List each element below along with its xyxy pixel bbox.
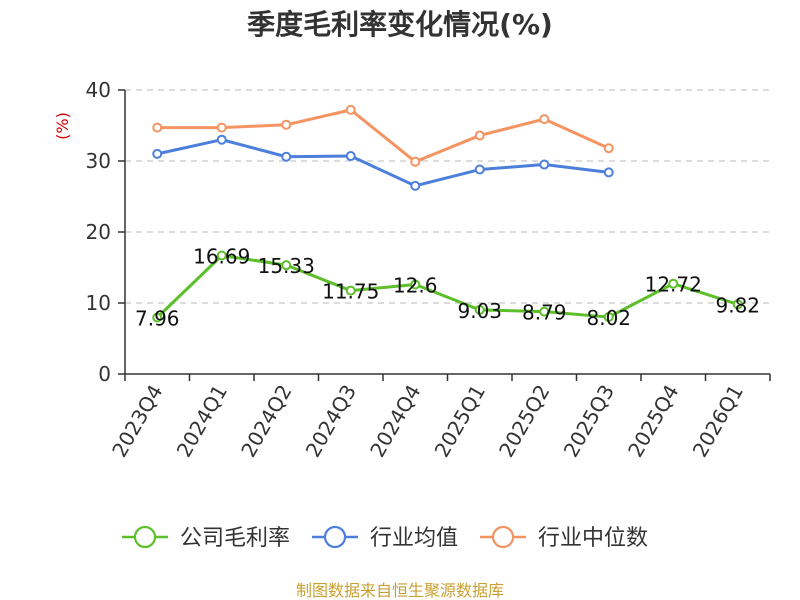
legend-swatch-marker [133, 525, 157, 549]
data-point [732, 299, 743, 310]
data-point [345, 151, 356, 162]
data-label: 15.33 [258, 254, 315, 278]
data-point [603, 167, 614, 178]
series-line [157, 108, 610, 164]
data-point [603, 143, 614, 154]
data-point [345, 104, 356, 115]
data-point [152, 312, 163, 323]
data-label-layer: 7.96 16.69 15.33 11.75 12.6 9.03 8.79 8.02 12.72… [135, 245, 760, 331]
data-point [281, 119, 292, 130]
data-point [539, 114, 550, 125]
y-tick-label: 30 [86, 149, 111, 173]
data-point [410, 279, 421, 290]
x-tick-label: 2024Q4 [365, 381, 425, 462]
y-axis-label: (%) [53, 112, 72, 140]
legend-item: 公司毛利率 [122, 525, 290, 551]
data-point [474, 164, 485, 175]
data-label: 9.82 [715, 293, 760, 317]
series-line [156, 138, 609, 188]
series-layer [152, 104, 743, 323]
data-label: 16.69 [193, 245, 250, 269]
data-label: 9.03 [457, 299, 502, 323]
data-point [216, 134, 227, 145]
x-tick-label: 2025Q3 [559, 381, 619, 462]
legend-item: 行业均值 [312, 525, 458, 551]
data-point [474, 130, 485, 141]
x-tick-label: 2026Q1 [688, 381, 748, 462]
grid-layer [125, 89, 770, 304]
legend-swatch-marker [323, 525, 347, 549]
x-tick-label: 2024Q1 [172, 381, 232, 462]
data-point [281, 260, 292, 271]
legend-label: 行业均值 [370, 526, 458, 551]
data-point [603, 312, 614, 323]
data-label: 8.79 [522, 301, 567, 325]
data-point [216, 250, 227, 261]
legend: 公司毛利率 行业均值 行业中位数 [122, 525, 648, 551]
source-note: 制图数据来自恒生聚源数据库 [296, 581, 504, 600]
legend-label: 行业中位数 [538, 526, 648, 551]
chart-title: 季度毛利率变化情况(%) [247, 8, 553, 41]
y-tick-label: 40 [86, 78, 111, 102]
legend-swatch-marker [491, 525, 515, 549]
data-point [152, 148, 163, 159]
data-point [539, 306, 550, 317]
y-tick-label: 10 [86, 291, 111, 315]
data-label: 12.72 [645, 273, 702, 297]
x-tick-label: 2024Q3 [301, 381, 361, 462]
x-tick-label: 2023Q4 [107, 381, 167, 462]
x-tick-label: 2025Q2 [494, 381, 554, 462]
data-label: 12.6 [393, 274, 438, 298]
x-tick-label: 2025Q4 [623, 381, 683, 462]
data-point [216, 122, 227, 133]
y-tick-label: 20 [86, 220, 111, 244]
data-point [539, 159, 550, 170]
legend-item: 行业中位数 [480, 525, 648, 551]
data-point [668, 278, 679, 289]
legend-label: 公司毛利率 [180, 526, 290, 551]
data-label: 7.96 [135, 306, 180, 330]
x-tick-label: 2024Q2 [236, 381, 296, 462]
data-point [474, 304, 485, 315]
data-point [410, 156, 421, 167]
data-point [345, 285, 356, 296]
data-point [152, 122, 163, 133]
data-label: 8.02 [586, 306, 631, 330]
series-line [156, 254, 739, 319]
data-point [281, 151, 292, 162]
x-tick-label: 2025Q1 [430, 381, 490, 462]
data-point [410, 180, 421, 191]
y-tick-label: 0 [98, 362, 111, 386]
data-label: 11.75 [322, 280, 379, 304]
